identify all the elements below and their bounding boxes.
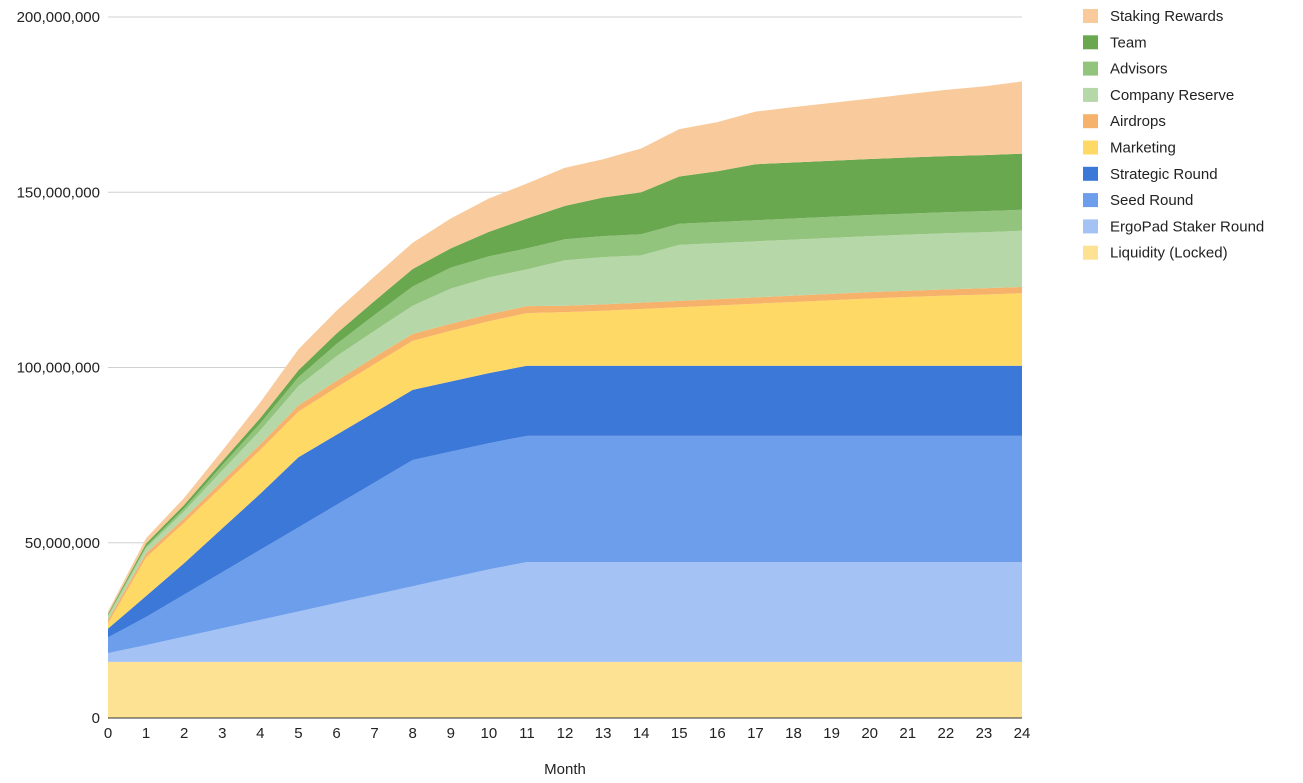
area-strategic-round — [108, 365, 1022, 638]
legend-label-liquidity-locked: Liquidity (Locked) — [1110, 245, 1228, 262]
legend-swatch-strategic-round — [1083, 166, 1098, 181]
x-tick-label: 2 — [180, 725, 188, 742]
x-tick-label: 6 — [332, 725, 340, 742]
legend-label-strategic-round: Strategic Round — [1110, 166, 1218, 183]
legend-label-marketing: Marketing — [1110, 140, 1176, 157]
legend-label-staking-rewards: Staking Rewards — [1110, 8, 1223, 25]
x-tick-label: 13 — [595, 725, 612, 742]
x-tick-label: 23 — [976, 725, 993, 742]
area-company-reserve — [108, 230, 1022, 620]
y-tick-label: 0 — [92, 710, 100, 727]
x-tick-label: 15 — [671, 725, 688, 742]
legend-swatch-staking-rewards — [1083, 9, 1098, 23]
x-tick-label: 22 — [937, 725, 954, 742]
legend-swatch-team — [1083, 35, 1098, 50]
legend-swatch-ergopad-staker-round — [1083, 219, 1098, 234]
x-tick-label: 14 — [633, 725, 650, 742]
x-tick-label: 20 — [861, 725, 878, 742]
legend-swatch-seed-round — [1083, 193, 1098, 208]
legend-swatch-liquidity-locked — [1083, 245, 1098, 260]
legend-label-advisors: Advisors — [1110, 61, 1168, 78]
legend-label-ergopad-staker-round: ErgoPad Staker Round — [1110, 218, 1264, 235]
x-tick-label: 16 — [709, 725, 726, 742]
legend-swatch-advisors — [1083, 61, 1098, 76]
x-tick-label: 3 — [218, 725, 226, 742]
y-tick-label: 50,000,000 — [25, 535, 100, 552]
area-staking-rewards — [108, 81, 1022, 614]
x-tick-label: 10 — [480, 725, 497, 742]
x-axis-title: Month — [544, 761, 586, 778]
x-tick-label: 1 — [142, 725, 150, 742]
legend-swatch-marketing — [1083, 140, 1098, 155]
x-tick-label: 5 — [294, 725, 302, 742]
x-tick-label: 19 — [823, 725, 840, 742]
x-tick-label: 24 — [1014, 725, 1031, 742]
x-tick-label: 18 — [785, 725, 802, 742]
x-tick-label: 9 — [447, 725, 455, 742]
legend-swatch-airdrops — [1083, 114, 1098, 129]
x-tick-label: 17 — [747, 725, 764, 742]
legend: Staking Rewards Team Advisors Company Reser… — [1083, 8, 1264, 262]
x-tick-label: 4 — [256, 725, 264, 742]
area-series — [108, 81, 1022, 718]
area-team — [108, 153, 1022, 616]
y-tick-label: 150,000,000 — [17, 184, 100, 201]
y-tick-label: 100,000,000 — [17, 360, 100, 377]
x-tick-label: 8 — [408, 725, 416, 742]
legend-label-team: Team — [1110, 34, 1147, 51]
area-marketing — [108, 293, 1022, 629]
area-seed-round — [108, 435, 1022, 654]
legend-label-company-reserve: Company Reserve — [1110, 87, 1234, 104]
x-tick-label: 12 — [557, 725, 574, 742]
axes: 0 50,000,000 100,000,000 150,000,000 200,000… — [17, 9, 1031, 742]
x-tick-label: 11 — [519, 725, 535, 742]
x-tick-label: 7 — [370, 725, 378, 742]
legend-label-airdrops: Airdrops — [1110, 113, 1166, 130]
y-tick-label: 200,000,000 — [17, 9, 100, 26]
area-liquidity-locked — [108, 661, 1022, 718]
legend-label-seed-round: Seed Round — [1110, 192, 1193, 209]
area-ergopad-staker-round — [108, 562, 1022, 662]
x-tick-label: 21 — [899, 725, 916, 742]
legend-swatch-company-reserve — [1083, 87, 1098, 102]
x-tick-label: 0 — [104, 725, 112, 742]
